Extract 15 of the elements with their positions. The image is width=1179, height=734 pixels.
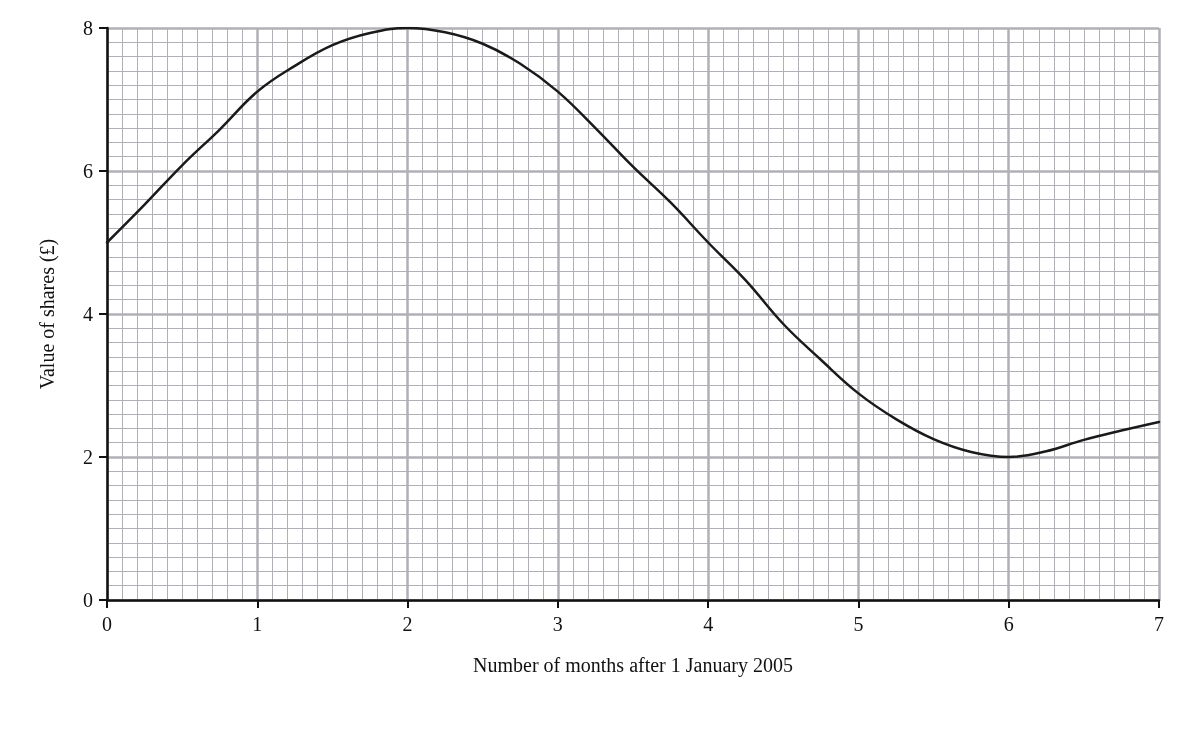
x-tick-label: 7 (1154, 613, 1164, 635)
x-tick-label: 1 (252, 613, 263, 635)
y-axis-title: Value of shares (£) (36, 238, 59, 390)
y-tick-label: 0 (83, 589, 93, 611)
y-tick-label: 8 (83, 17, 93, 39)
y-tick-label: 4 (83, 303, 93, 325)
x-tick-label: 5 (853, 613, 864, 635)
x-axis-title: Number of months after 1 January 2005 (473, 654, 793, 677)
x-tick-label: 6 (1003, 613, 1014, 635)
x-tick-label: 2 (402, 613, 413, 635)
y-tick-label: 6 (83, 160, 93, 182)
y-tick-label: 2 (83, 446, 93, 468)
x-tick-label: 4 (703, 613, 714, 635)
x-tick-label: 0 (102, 613, 112, 635)
x-tick-label: 3 (552, 613, 563, 635)
